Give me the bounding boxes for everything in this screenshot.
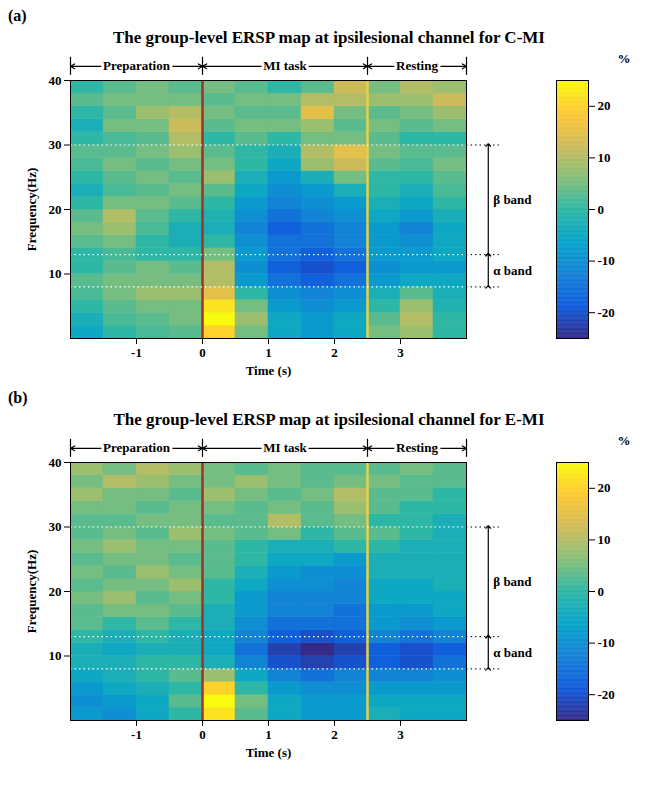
svg-text:Time (s): Time (s) [246,745,292,760]
svg-text:20: 20 [49,584,62,599]
svg-text:0: 0 [199,727,206,742]
svg-text:30: 30 [49,519,62,534]
svg-text:Resting: Resting [396,58,438,73]
svg-text:β band: β band [493,192,532,207]
svg-text:1: 1 [265,345,272,360]
svg-text:Frequency(Hz): Frequency(Hz) [24,168,39,252]
svg-text:-20: -20 [598,687,615,702]
svg-text:10: 10 [598,532,611,547]
svg-text:-10: -10 [598,635,615,650]
svg-text:1: 1 [265,727,272,742]
svg-text:0: 0 [199,345,206,360]
svg-text:-20: -20 [598,305,615,320]
svg-text:α band: α band [493,645,532,660]
svg-text:20: 20 [598,98,611,113]
svg-text:3: 3 [397,727,404,742]
svg-text:40: 40 [49,73,62,88]
html-text:The group-level ERSP map at ip: The group-level ERSP map at ipsilesional… [113,410,545,429]
html-text:The group-level ERSP map at ip: The group-level ERSP map at ipsilesional… [113,28,545,47]
svg-text:20: 20 [598,480,611,495]
html-text:(b): (b) [8,389,28,406]
svg-text:-10: -10 [598,253,615,268]
svg-text:Resting: Resting [396,440,438,455]
svg-text:10: 10 [598,150,611,165]
svg-text:Preparation: Preparation [103,58,171,73]
svg-text:20: 20 [49,202,62,217]
svg-text:β band: β band [493,574,532,589]
svg-text:2: 2 [331,727,338,742]
svg-text:-1: -1 [131,345,142,360]
svg-text:Preparation: Preparation [103,440,171,455]
html-text:(a): (a) [8,7,27,24]
svg-text:Frequency(Hz): Frequency(Hz) [24,550,39,634]
svg-text:%: % [618,433,631,448]
svg-text:2: 2 [331,345,338,360]
svg-text:10: 10 [49,648,62,663]
svg-text:40: 40 [49,455,62,470]
svg-text:MI task: MI task [263,58,307,73]
svg-text:30: 30 [49,137,62,152]
svg-text:10: 10 [49,266,62,281]
svg-text:%: % [618,51,631,66]
svg-text:-1: -1 [131,727,142,742]
svg-text:α band: α band [493,263,532,278]
svg-text:0: 0 [598,202,605,217]
svg-text:3: 3 [397,345,404,360]
svg-text:Time (s): Time (s) [246,363,292,378]
svg-text:MI task: MI task [263,440,307,455]
svg-text:0: 0 [598,584,605,599]
